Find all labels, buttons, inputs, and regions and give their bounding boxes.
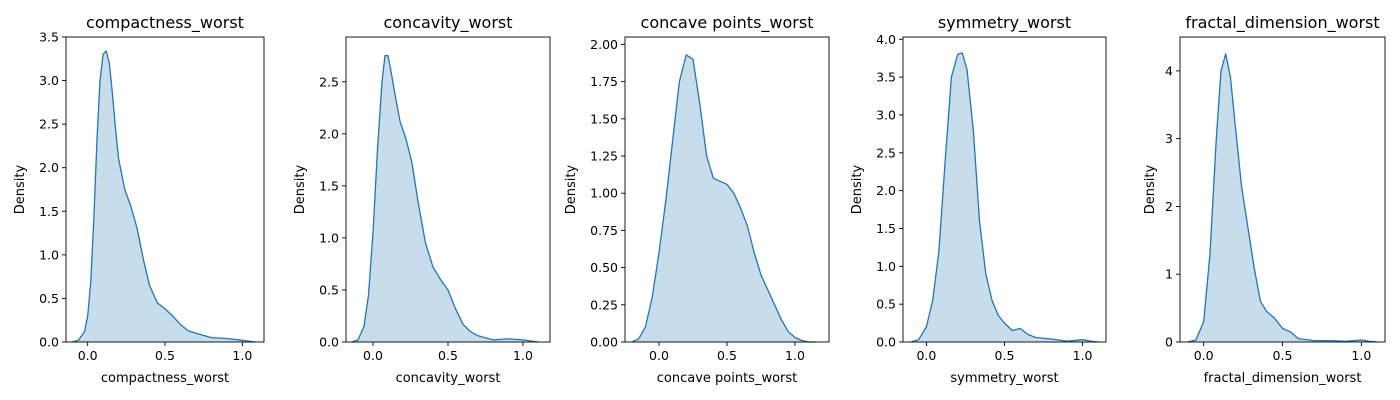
chart-title: compactness_worst	[86, 13, 244, 33]
x-tick-label: 0.0	[1194, 348, 1214, 363]
x-tick-label: 0.5	[155, 348, 175, 363]
y-axis-label: Density	[1143, 164, 1158, 214]
y-tick-label: 3.5	[876, 70, 896, 85]
density-area	[631, 54, 816, 343]
y-tick-label: 1.0	[876, 259, 896, 274]
subplot-4: symmetry_worst 0.0 0.5 1.0 0.0 0.5 1.0 1.5 2.0 2.…	[850, 13, 1107, 386]
chart-title: fractal_dimension_worst	[1185, 13, 1379, 33]
x-tick-label: 1.0	[1073, 348, 1093, 363]
y-tick-label: 0.00	[590, 335, 618, 350]
y-tick-label: 2.0	[39, 160, 59, 175]
y-tick-label: 0.0	[876, 335, 896, 350]
y-tick-label: 2.0	[319, 126, 339, 141]
y-tick-label: 0.25	[590, 297, 618, 312]
y-axis-label: Density	[850, 164, 865, 214]
x-tick-label: 0.0	[916, 348, 936, 363]
y-tick-label: 1	[1165, 267, 1173, 282]
x-tick-label: 0.0	[363, 348, 383, 363]
x-axis-label: symmetry_worst	[950, 371, 1058, 386]
y-tick-label: 1.0	[39, 247, 59, 262]
x-tick-label: 1.0	[232, 348, 252, 363]
y-tick-label: 0.50	[590, 260, 618, 275]
x-axis-label: concave points_worst	[657, 371, 798, 386]
y-tick-label: 1.50	[590, 111, 618, 126]
density-line	[631, 54, 816, 343]
y-tick-label: 1.25	[590, 149, 618, 164]
x-tick-label: 0.5	[438, 348, 458, 363]
chart-title: concavity_worst	[383, 13, 512, 33]
density-line	[910, 52, 1099, 343]
y-tick-label: 3.5	[39, 30, 59, 45]
chart-title: concave points_worst	[641, 13, 814, 33]
x-axis-label: compactness_worst	[101, 371, 229, 386]
subplot-3: concave points_worst 0.0 0.5 1.0 0.00 0.25 0.5…	[564, 13, 830, 386]
chart-title: symmetry_worst	[938, 13, 1071, 33]
y-tick-label: 3.0	[39, 73, 59, 88]
y-tick-label: 1.5	[39, 204, 59, 219]
x-tick-label: 1.0	[785, 348, 805, 363]
y-tick-label: 2.0	[876, 183, 896, 198]
y-tick-label: 3.0	[876, 107, 896, 122]
y-tick-label: 3	[1165, 131, 1173, 146]
x-tick-label: 0.0	[649, 348, 669, 363]
x-tick-label: 1.0	[1351, 348, 1371, 363]
density-area	[352, 55, 538, 342]
y-tick-label: 2.00	[590, 37, 618, 52]
y-tick-label: 1.00	[590, 186, 618, 201]
x-tick-label: 0.5	[1273, 348, 1293, 363]
y-axis-label: Density	[13, 164, 28, 214]
y-tick-label: 0.5	[319, 282, 339, 297]
y-tick-label: 0.5	[39, 291, 59, 306]
y-axis-label: Density	[293, 164, 308, 214]
y-tick-label: 1.75	[590, 74, 618, 89]
y-tick-label: 0.75	[590, 223, 618, 238]
y-tick-label: 2	[1165, 199, 1173, 214]
density-area	[910, 52, 1099, 343]
y-tick-label: 4	[1165, 63, 1173, 78]
y-tick-label: 0.0	[319, 335, 339, 350]
y-axis-label: Density	[564, 164, 579, 214]
y-tick-label: 0.5	[876, 297, 896, 312]
y-tick-label: 1.0	[319, 230, 339, 245]
density-line	[1187, 53, 1378, 343]
y-tick-label: 0.0	[39, 335, 59, 350]
subplot-5: fractal_dimension_worst 0.0 0.5 1.0 0 1 2 3 4 fra…	[1143, 13, 1386, 386]
x-tick-label: 0.5	[717, 348, 737, 363]
y-tick-label: 4.0	[876, 32, 896, 47]
density-area	[72, 50, 255, 343]
density-area	[1187, 53, 1378, 343]
x-tick-label: 0.5	[995, 348, 1015, 363]
y-tick-label: 1.5	[319, 178, 339, 193]
y-tick-label: 0	[1165, 335, 1173, 350]
x-axis-label: concavity_worst	[396, 371, 501, 386]
subplot-2: concavity_worst 0.0 0.5 1.0 0.0 0.5 1.0 1.5 2.0 2…	[293, 13, 551, 386]
density-line	[72, 50, 255, 343]
y-tick-label: 1.5	[876, 221, 896, 236]
x-axis-label: fractal_dimension_worst	[1204, 371, 1362, 386]
x-tick-label: 0.0	[78, 348, 98, 363]
y-tick-label: 2.5	[876, 145, 896, 160]
y-tick-label: 2.5	[319, 74, 339, 89]
y-tick-label: 2.5	[39, 117, 59, 132]
x-tick-label: 1.0	[513, 348, 533, 363]
density-line	[351, 55, 539, 343]
